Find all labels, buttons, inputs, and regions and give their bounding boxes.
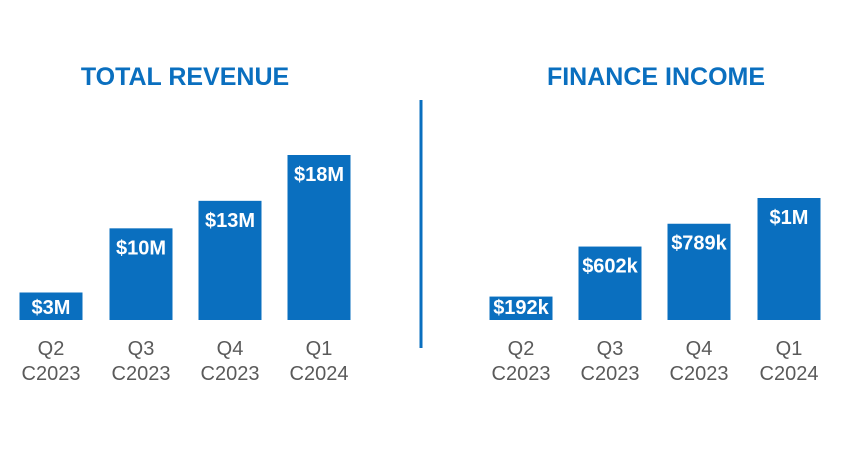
- finance-income-tick-label-4-line-1: Q1: [776, 338, 803, 360]
- total-revenue-bar-2: [109, 228, 173, 320]
- finance-income-data-label-3: $789k: [671, 233, 727, 255]
- total-revenue-tick-label-4-line-1: Q1: [306, 338, 333, 360]
- total-revenue-tick-label-1-line-1: Q2: [38, 338, 65, 360]
- total-revenue-tick-label-3-line-1: Q4: [217, 338, 244, 360]
- finance-income-tick-label-3-line-2: C2023: [670, 363, 729, 385]
- finance-income-chart: FINANCE INCOME $192k Q2 C2023 $602k Q3 C2023 $…: [489, 63, 821, 385]
- finance-income-title: FINANCE INCOME: [547, 63, 765, 91]
- total-revenue-tick-label-2-line-1: Q3: [128, 338, 155, 360]
- finance-income-tick-label-4-line-2: C2024: [760, 363, 819, 385]
- finance-income-bar-3: [667, 223, 731, 320]
- total-revenue-data-label-4: $18M: [294, 164, 344, 186]
- total-revenue-tick-label-2-line-2: C2023: [112, 363, 171, 385]
- total-revenue-title: TOTAL REVENUE: [81, 63, 289, 91]
- finance-income-tick-label-1-line-1: Q2: [508, 338, 535, 360]
- total-revenue-data-label-3: $13M: [205, 210, 255, 232]
- finance-income-bar-4: [757, 198, 821, 320]
- total-revenue-tick-label-3-line-2: C2023: [201, 363, 260, 385]
- finance-income-data-label-4: $1M: [770, 207, 809, 229]
- total-revenue-bar-4: [287, 155, 351, 320]
- total-revenue-data-label-2: $10M: [116, 237, 166, 259]
- finance-income-data-label-1: $192k: [493, 297, 549, 319]
- finance-income-data-label-2: $602k: [582, 256, 638, 278]
- total-revenue-chart: TOTAL REVENUE $3M Q2 C2023 $10M Q3 C2023 $13M Q…: [19, 63, 351, 385]
- total-revenue-tick-label-4-line-2: C2024: [290, 363, 349, 385]
- total-revenue-data-label-1: $3M: [32, 297, 71, 319]
- finance-income-tick-label-1-line-2: C2023: [492, 363, 551, 385]
- finance-income-tick-label-3-line-1: Q4: [686, 338, 713, 360]
- finance-income-tick-label-2-line-1: Q3: [597, 338, 624, 360]
- total-revenue-bar-1: [19, 292, 83, 320]
- total-revenue-tick-label-1-line-2: C2023: [22, 363, 81, 385]
- finance-income-bar-2: [578, 246, 642, 320]
- finance-income-tick-label-2-line-2: C2023: [581, 363, 640, 385]
- finance-income-bar-1: [489, 296, 553, 320]
- total-revenue-bar-3: [198, 200, 262, 320]
